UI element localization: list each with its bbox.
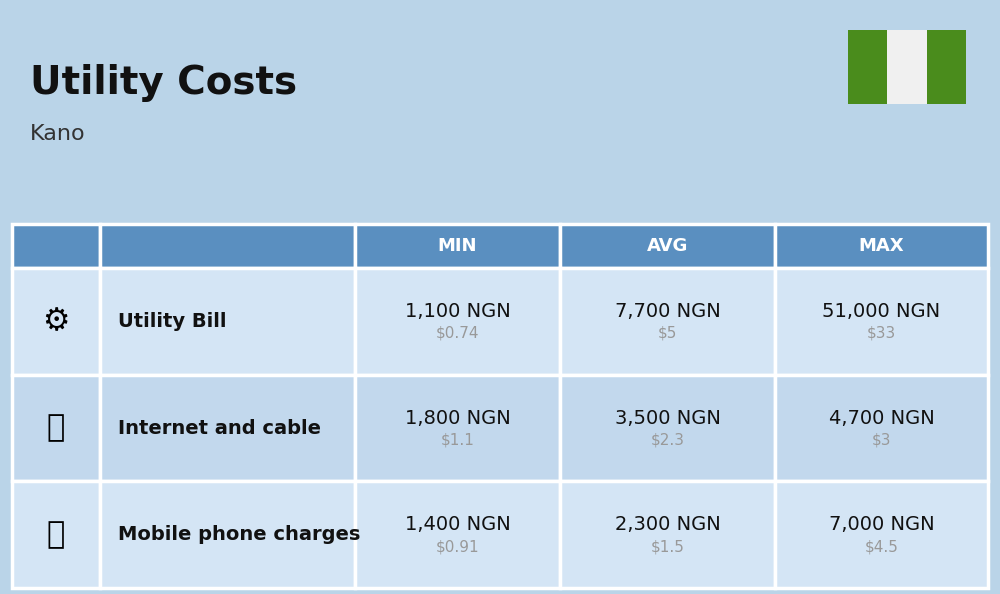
FancyBboxPatch shape — [355, 481, 560, 588]
Text: MAX: MAX — [859, 237, 904, 255]
Text: $3: $3 — [872, 432, 891, 447]
FancyBboxPatch shape — [775, 481, 988, 588]
Text: 2,300 NGN: 2,300 NGN — [615, 515, 720, 534]
FancyBboxPatch shape — [12, 481, 100, 588]
Text: $33: $33 — [867, 326, 896, 341]
FancyBboxPatch shape — [12, 375, 100, 481]
FancyBboxPatch shape — [775, 375, 988, 481]
Text: 1,400 NGN: 1,400 NGN — [405, 515, 510, 534]
FancyBboxPatch shape — [560, 375, 775, 481]
Text: Mobile phone charges: Mobile phone charges — [118, 525, 360, 544]
FancyBboxPatch shape — [100, 481, 355, 588]
FancyBboxPatch shape — [100, 224, 355, 268]
FancyBboxPatch shape — [848, 30, 887, 104]
Text: $2.3: $2.3 — [650, 432, 684, 447]
Text: 1,100 NGN: 1,100 NGN — [405, 302, 510, 321]
Text: Utility Costs: Utility Costs — [30, 64, 297, 102]
Text: $5: $5 — [658, 326, 677, 341]
FancyBboxPatch shape — [100, 268, 355, 375]
Text: 📶: 📶 — [47, 413, 65, 443]
FancyBboxPatch shape — [12, 224, 100, 268]
FancyBboxPatch shape — [927, 30, 966, 104]
Text: 7,700 NGN: 7,700 NGN — [615, 302, 720, 321]
Text: 1,800 NGN: 1,800 NGN — [405, 409, 510, 428]
Text: Kano: Kano — [30, 124, 86, 144]
FancyBboxPatch shape — [775, 224, 988, 268]
FancyBboxPatch shape — [355, 224, 560, 268]
FancyBboxPatch shape — [560, 268, 775, 375]
Text: $0.74: $0.74 — [436, 326, 479, 341]
FancyBboxPatch shape — [560, 224, 775, 268]
Text: Utility Bill: Utility Bill — [118, 312, 226, 331]
Text: Internet and cable: Internet and cable — [118, 419, 321, 438]
Text: $1.1: $1.1 — [441, 432, 474, 447]
Text: AVG: AVG — [647, 237, 688, 255]
FancyBboxPatch shape — [848, 30, 966, 104]
Text: 7,000 NGN: 7,000 NGN — [829, 515, 934, 534]
Text: MIN: MIN — [438, 237, 477, 255]
Text: $0.91: $0.91 — [436, 539, 479, 554]
Text: $1.5: $1.5 — [651, 539, 684, 554]
FancyBboxPatch shape — [355, 375, 560, 481]
Text: 4,700 NGN: 4,700 NGN — [829, 409, 934, 428]
Text: 51,000 NGN: 51,000 NGN — [822, 302, 941, 321]
Text: 3,500 NGN: 3,500 NGN — [615, 409, 720, 428]
FancyBboxPatch shape — [12, 268, 100, 375]
Text: ⚙: ⚙ — [42, 307, 70, 336]
FancyBboxPatch shape — [355, 268, 560, 375]
Text: 📱: 📱 — [47, 520, 65, 549]
Text: $4.5: $4.5 — [865, 539, 898, 554]
FancyBboxPatch shape — [775, 268, 988, 375]
FancyBboxPatch shape — [100, 375, 355, 481]
FancyBboxPatch shape — [560, 481, 775, 588]
